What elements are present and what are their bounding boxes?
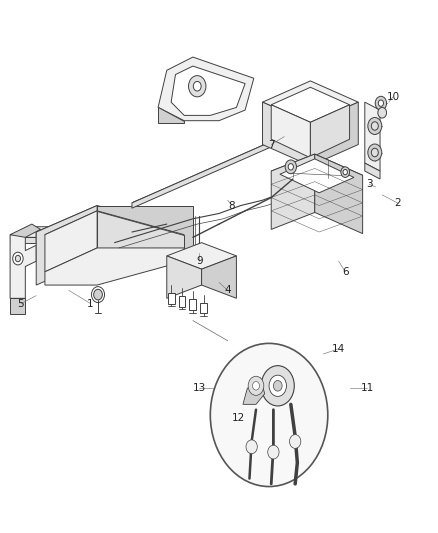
Polygon shape [167, 256, 201, 298]
Polygon shape [271, 87, 350, 122]
Text: 13: 13 [193, 383, 206, 393]
Polygon shape [171, 66, 245, 115]
Polygon shape [315, 154, 363, 233]
Text: 14: 14 [332, 344, 345, 354]
Polygon shape [97, 206, 193, 259]
Polygon shape [45, 211, 97, 272]
Polygon shape [365, 102, 380, 171]
Text: 10: 10 [386, 92, 399, 102]
Circle shape [248, 376, 264, 395]
Text: 9: 9 [196, 256, 203, 266]
Text: 4: 4 [224, 285, 231, 295]
Polygon shape [365, 163, 380, 179]
Polygon shape [36, 206, 97, 285]
Circle shape [188, 76, 206, 97]
Polygon shape [271, 154, 315, 229]
Circle shape [290, 434, 301, 448]
Polygon shape [10, 227, 132, 237]
Polygon shape [10, 235, 36, 298]
Circle shape [378, 108, 387, 118]
Polygon shape [271, 105, 311, 158]
Circle shape [269, 375, 286, 397]
Circle shape [343, 169, 347, 175]
Circle shape [375, 96, 387, 110]
Polygon shape [132, 123, 315, 203]
Circle shape [368, 117, 382, 134]
Polygon shape [200, 303, 207, 313]
Polygon shape [132, 134, 289, 208]
Polygon shape [280, 159, 354, 193]
Text: 5: 5 [18, 298, 24, 309]
Polygon shape [36, 206, 193, 259]
Circle shape [15, 255, 21, 262]
Circle shape [368, 144, 382, 161]
Text: 7: 7 [268, 140, 275, 150]
Polygon shape [97, 211, 184, 248]
Polygon shape [311, 105, 350, 158]
Circle shape [268, 445, 279, 459]
Polygon shape [243, 378, 265, 405]
Polygon shape [167, 243, 237, 269]
Text: 8: 8 [229, 200, 235, 211]
Polygon shape [168, 293, 175, 304]
Polygon shape [189, 300, 196, 310]
Circle shape [210, 343, 328, 487]
Polygon shape [194, 248, 205, 259]
Polygon shape [158, 57, 254, 120]
Text: 12: 12 [232, 413, 245, 423]
Circle shape [253, 382, 259, 390]
Polygon shape [179, 296, 185, 307]
Circle shape [371, 148, 378, 157]
Circle shape [288, 164, 293, 170]
Polygon shape [10, 237, 115, 243]
Polygon shape [36, 221, 193, 243]
Circle shape [193, 82, 201, 91]
Polygon shape [191, 244, 208, 263]
Text: 2: 2 [394, 198, 401, 208]
Circle shape [13, 252, 23, 265]
Circle shape [378, 100, 384, 107]
Circle shape [273, 381, 282, 391]
Circle shape [285, 160, 297, 174]
Polygon shape [262, 81, 358, 123]
Polygon shape [10, 298, 25, 314]
Circle shape [246, 440, 257, 454]
Text: 1: 1 [87, 298, 94, 309]
Text: 6: 6 [342, 267, 349, 277]
Circle shape [261, 366, 294, 406]
Polygon shape [311, 102, 358, 166]
Polygon shape [10, 224, 41, 237]
Polygon shape [271, 154, 363, 192]
Polygon shape [201, 256, 237, 298]
Polygon shape [45, 248, 184, 285]
Text: 3: 3 [366, 179, 372, 189]
Text: 11: 11 [360, 383, 374, 393]
Circle shape [94, 289, 102, 300]
Polygon shape [158, 108, 184, 123]
Circle shape [341, 167, 350, 177]
Polygon shape [45, 211, 184, 259]
Polygon shape [262, 102, 311, 166]
Circle shape [371, 122, 378, 130]
